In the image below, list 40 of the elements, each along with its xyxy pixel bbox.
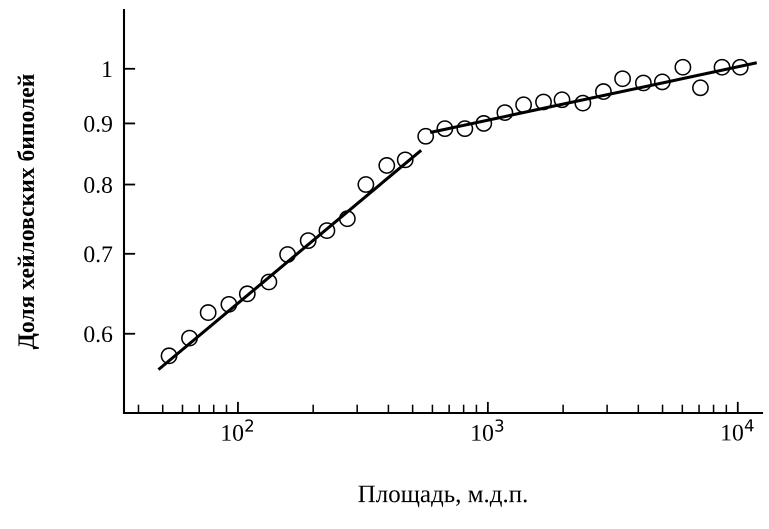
point xyxy=(220,296,238,313)
y-tick-label: 1 xyxy=(103,61,112,77)
point xyxy=(614,70,631,88)
point xyxy=(515,96,532,114)
point xyxy=(396,151,414,168)
point xyxy=(595,83,612,100)
point xyxy=(692,79,709,96)
point xyxy=(357,176,374,193)
y-axis-title: Доля хейловских биполей xyxy=(16,74,39,350)
y-tick-label: 0.9 xyxy=(84,116,112,132)
point xyxy=(300,232,317,250)
point xyxy=(535,94,552,110)
x-tick-label: 10$^{3}$ xyxy=(472,419,504,441)
point xyxy=(200,304,217,321)
point xyxy=(436,120,454,138)
x-tick-label: 10$^{2}$ xyxy=(222,419,254,441)
point xyxy=(238,285,256,302)
y-tick-label: 0.7 xyxy=(84,246,112,262)
point xyxy=(634,74,652,92)
point xyxy=(732,58,749,76)
point xyxy=(338,210,356,228)
x-tick-label: 10$^{4}$ xyxy=(722,419,754,441)
point xyxy=(574,94,592,112)
point xyxy=(378,157,396,174)
y-tick-label: 0.6 xyxy=(84,326,112,342)
point xyxy=(654,74,671,90)
point xyxy=(318,222,336,240)
point xyxy=(714,58,730,76)
point xyxy=(279,246,296,263)
point xyxy=(260,274,278,290)
point xyxy=(554,91,570,108)
point xyxy=(456,120,474,138)
point xyxy=(674,58,692,76)
point xyxy=(417,128,434,145)
point xyxy=(181,330,198,347)
point xyxy=(160,347,178,364)
point xyxy=(475,115,492,132)
y-tick-label: 0.8 xyxy=(84,177,112,194)
point xyxy=(496,104,514,122)
x-axis-title: Площадь, м.д.п. xyxy=(358,486,527,508)
